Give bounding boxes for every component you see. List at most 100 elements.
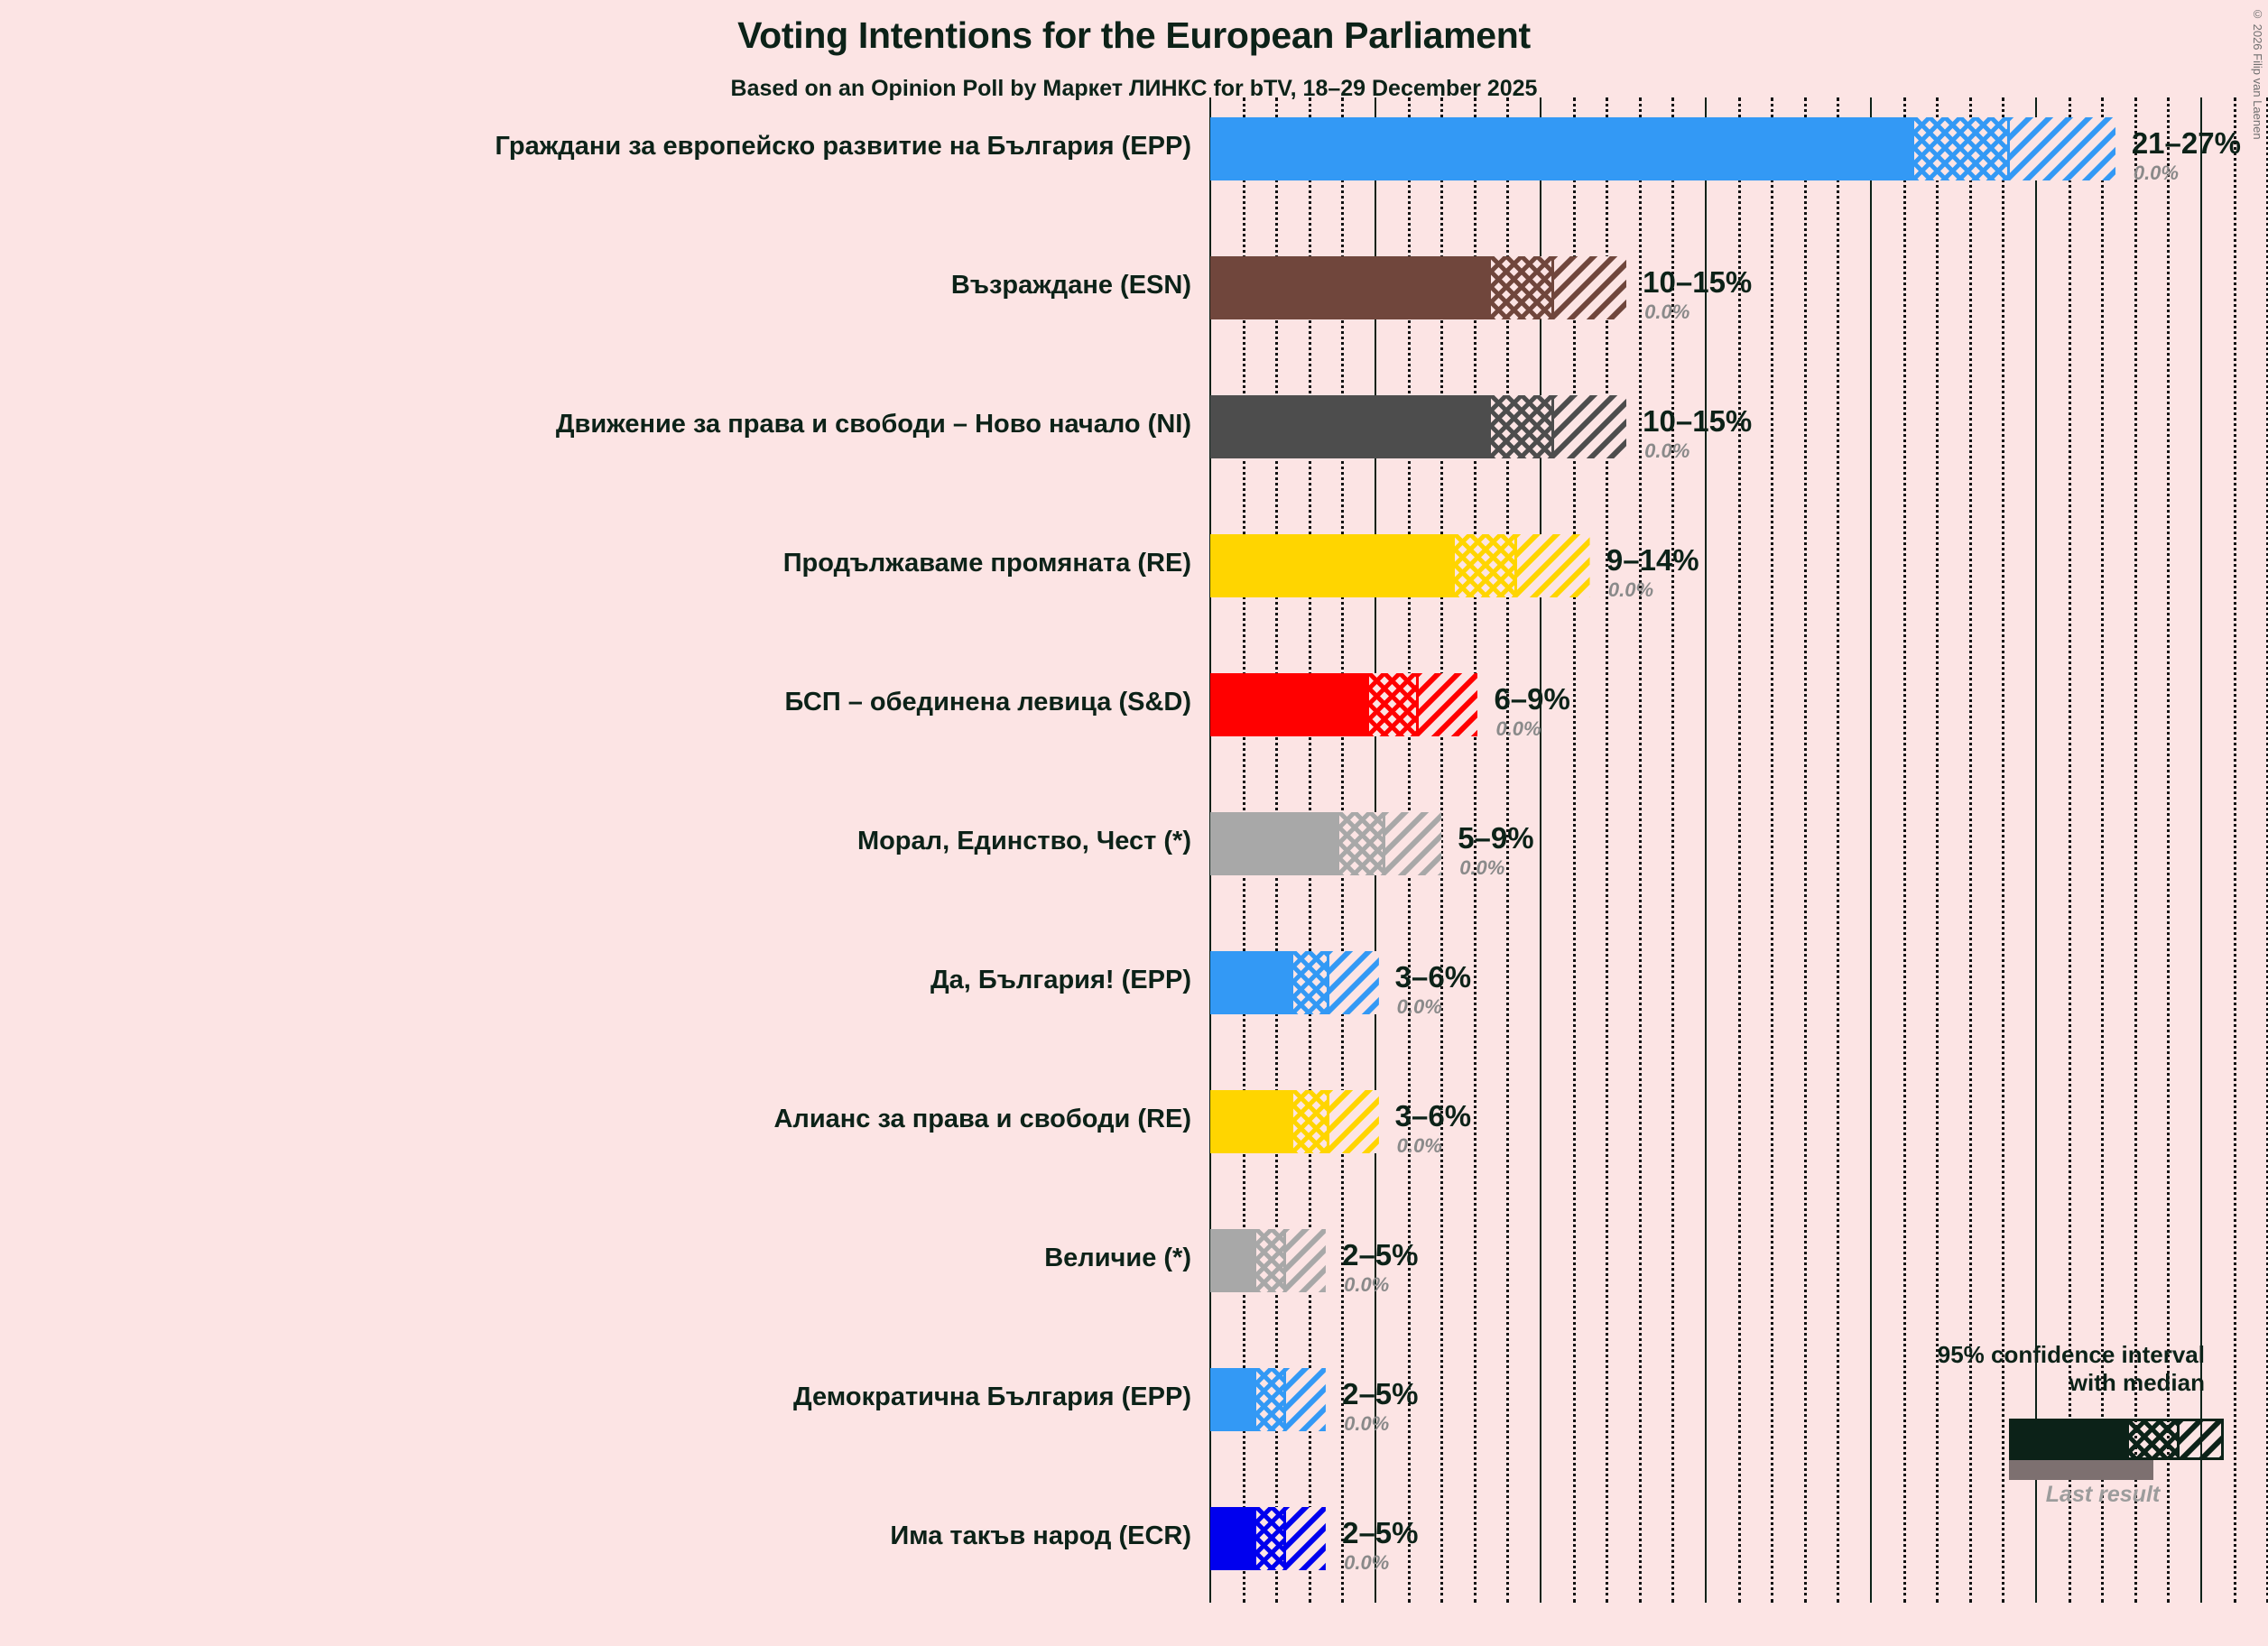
chart-row: Движение за права и свободи – Ново начал… — [0, 395, 2268, 534]
gridline-major — [2035, 97, 2037, 1603]
confidence-interval-bar — [1210, 1090, 1379, 1153]
last-result-value: 0.0% — [2133, 162, 2179, 184]
last-result-value: 0.0% — [1644, 301, 1690, 323]
chart-row: Продължаваме промяната (RE) 9–14% 0.0% — [0, 534, 2268, 673]
last-result-value: 0.0% — [1396, 995, 1442, 1018]
gridline-minor — [1671, 97, 1675, 1603]
gridline-minor — [1737, 97, 1741, 1603]
legend-swatch — [2009, 1419, 2224, 1460]
chart-row: Граждани за европейско развитие на Бълга… — [0, 117, 2268, 256]
confidence-interval-bar — [1210, 117, 2115, 180]
range-value: 3–6% — [1394, 1099, 1472, 1133]
bar-segment-solid — [1210, 256, 1492, 319]
gridline-minor — [1936, 97, 1939, 1603]
gridline-major — [2200, 97, 2202, 1603]
bar-segment-solid — [1210, 673, 1369, 736]
confidence-interval-bar — [1210, 673, 1478, 736]
party-label: БСП – обединена левица (S&D) — [784, 688, 1191, 717]
party-label: Величие (*) — [1044, 1244, 1191, 1272]
party-label: Движение за права и свободи – Ново начал… — [555, 410, 1191, 439]
range-value: 10–15% — [1643, 265, 1753, 299]
bar-segment-diagonal — [2009, 117, 2115, 180]
bar-segment-crosshatch — [1491, 256, 1554, 319]
bar-segment-crosshatch — [1256, 1368, 1287, 1431]
chart-row: Морал, Единство, Чест (*) 5–9% 0.0% — [0, 812, 2268, 951]
bar-segment-diagonal — [1286, 1368, 1327, 1431]
gridline-minor — [1803, 97, 1807, 1603]
last-result-value: 0.0% — [1344, 1273, 1390, 1296]
bar-segment-solid — [1210, 1507, 1257, 1570]
range-value: 2–5% — [1342, 1516, 1419, 1549]
confidence-interval-bar — [1210, 1368, 1327, 1431]
range-value: 10–15% — [1643, 404, 1753, 438]
page-title: Voting Intentions for the European Parli… — [737, 14, 1531, 56]
gridline-major — [1540, 97, 1541, 1603]
gridline-minor — [2101, 97, 2105, 1603]
bar-segment-diagonal — [1286, 1507, 1327, 1570]
legend-last-result-swatch — [2009, 1460, 2153, 1480]
bar-segment-solid — [1210, 117, 1914, 180]
bar-segment-solid — [1210, 1090, 1293, 1153]
legend-caption-line1: 95% confidence interval — [1937, 1341, 2205, 1368]
party-label: Продължаваме промяната (RE) — [782, 549, 1191, 578]
last-result-value: 0.0% — [1344, 1412, 1390, 1435]
confidence-interval-bar — [1210, 395, 1627, 458]
party-label: Има такъв народ (ECR) — [890, 1521, 1191, 1550]
gridline-minor — [1902, 97, 1906, 1603]
gridline-major — [1705, 97, 1707, 1603]
copyright-notice: © 2026 Filip van Laenen — [2251, 7, 2264, 140]
bar-segment-crosshatch — [1256, 1507, 1287, 1570]
confidence-interval-bar — [1210, 812, 1442, 875]
gridline-minor — [1572, 97, 1576, 1603]
last-result-value: 0.0% — [1459, 856, 1505, 879]
gridline-minor — [2002, 97, 2005, 1603]
gridline-major — [1870, 97, 1872, 1603]
range-value: 21–27% — [2131, 126, 2241, 160]
confidence-interval-bar — [1210, 951, 1379, 1014]
bar-segment-solid — [1210, 951, 1293, 1014]
gridline-minor — [1968, 97, 1972, 1603]
gridline-minor — [1440, 97, 1444, 1603]
bar-segment-diagonal — [1286, 1229, 1327, 1292]
gridline-minor — [1837, 97, 1840, 1603]
party-label: Демократична България (EPP) — [793, 1382, 1191, 1411]
bar-segment-crosshatch — [1913, 117, 2010, 180]
party-label: Граждани за европейско развитие на Бълга… — [495, 132, 1191, 161]
range-value: 6–9% — [1494, 682, 1570, 716]
bar-segment-solid — [1210, 812, 1339, 875]
bar-segment-solid — [1210, 1368, 1257, 1431]
bar-segment-diagonal — [1418, 673, 1478, 736]
legend-segment-solid — [2012, 1421, 2129, 1457]
gridline-minor — [1473, 97, 1477, 1603]
confidence-interval-bar — [1210, 1229, 1327, 1292]
chart-row: Величие (*) 2–5% 0.0% — [0, 1229, 2268, 1368]
range-value: 9–14% — [1606, 543, 1699, 577]
party-label: Възраждане (ESN) — [950, 271, 1191, 300]
chart-row: Възраждане (ESN) 10–15% 0.0% — [0, 256, 2268, 395]
legend-segment-diagonal — [2179, 1421, 2221, 1457]
bar-segment-crosshatch — [1454, 534, 1518, 597]
legend-last-result-label: Last result — [2045, 1482, 2161, 1507]
legend-segment-crosshatch — [2128, 1421, 2180, 1457]
range-value: 2–5% — [1342, 1377, 1419, 1410]
bar-segment-solid — [1210, 395, 1492, 458]
chart-row: БСП – обединена левица (S&D) 6–9% 0.0% — [0, 673, 2268, 812]
gridline-minor — [1606, 97, 1609, 1603]
party-label: Да, България! (EPP) — [930, 966, 1191, 994]
bar-segment-crosshatch — [1292, 951, 1329, 1014]
range-value: 3–6% — [1394, 960, 1472, 994]
chart-row: Да, България! (EPP) 3–6% 0.0% — [0, 951, 2268, 1090]
bar-segment-crosshatch — [1292, 1090, 1329, 1153]
last-result-value: 0.0% — [1644, 439, 1690, 462]
bar-segment-diagonal — [1328, 1090, 1379, 1153]
bar-segment-crosshatch — [1491, 395, 1554, 458]
gridline-minor — [2266, 97, 2268, 1603]
bar-segment-diagonal — [1517, 534, 1590, 597]
bar-segment-crosshatch — [1338, 812, 1385, 875]
gridline-minor — [1771, 97, 1774, 1603]
chart-canvas: Voting Intentions for the European Parli… — [0, 7, 2268, 1603]
bar-segment-crosshatch — [1256, 1229, 1287, 1292]
gridline-minor — [2167, 97, 2171, 1603]
last-result-value: 0.0% — [1396, 1134, 1442, 1157]
bar-segment-crosshatch — [1368, 673, 1419, 736]
